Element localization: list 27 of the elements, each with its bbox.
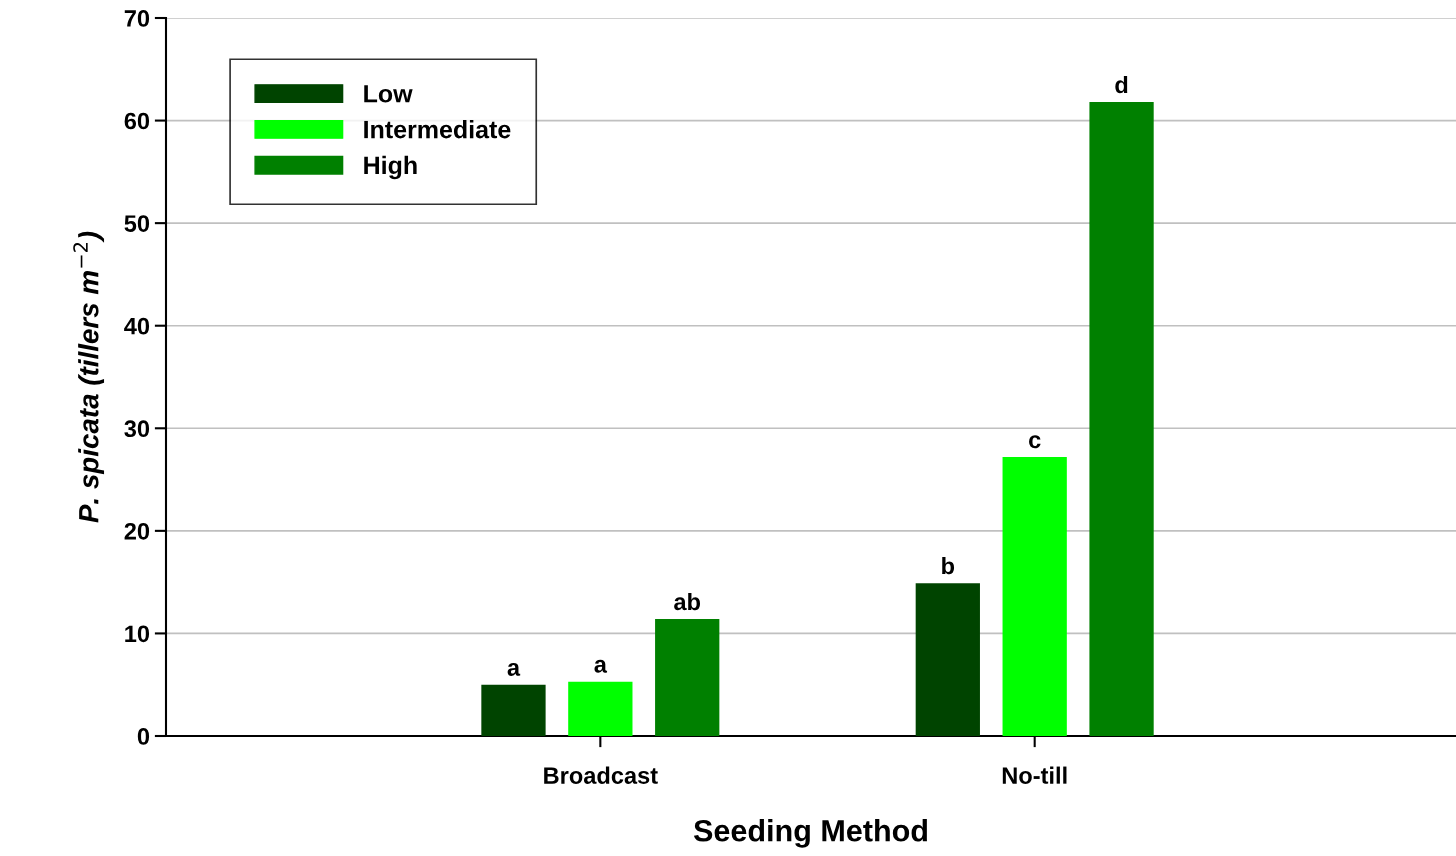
- y-tick-label: 50: [124, 215, 150, 232]
- x-tick-label: No-till: [1002, 766, 1067, 784]
- bar: [1089, 102, 1154, 736]
- y-tick-label: 60: [124, 112, 150, 130]
- y-tick-label: 70: [124, 10, 150, 27]
- data-label: b: [942, 556, 955, 575]
- bar: [915, 583, 980, 736]
- data-label: d: [1115, 75, 1128, 94]
- legend-label: High: [364, 155, 417, 180]
- data-label: c: [1029, 435, 1041, 449]
- y-tick-label: 30: [124, 420, 150, 438]
- y-tick-label: 40: [124, 317, 150, 335]
- x-axis-title: Seeding Method: [693, 819, 927, 848]
- legend-label: Low: [364, 85, 413, 103]
- y-tick-label: 20: [124, 522, 150, 540]
- y-axis-title: P. spicata (tillers m$^{−2}$): [73, 231, 105, 523]
- data-label: a: [594, 659, 608, 673]
- bar: [568, 681, 633, 736]
- data-label: ab: [674, 592, 701, 611]
- bar: [655, 619, 720, 736]
- legend-label: Intermediate: [364, 120, 511, 139]
- data-label: a: [507, 662, 521, 676]
- bar: [1002, 457, 1067, 736]
- y-tick-label: 10: [125, 625, 150, 643]
- y-tick-label: 0: [137, 728, 150, 745]
- x-tick-label: Broadcast: [544, 766, 658, 784]
- bar: [481, 684, 546, 736]
